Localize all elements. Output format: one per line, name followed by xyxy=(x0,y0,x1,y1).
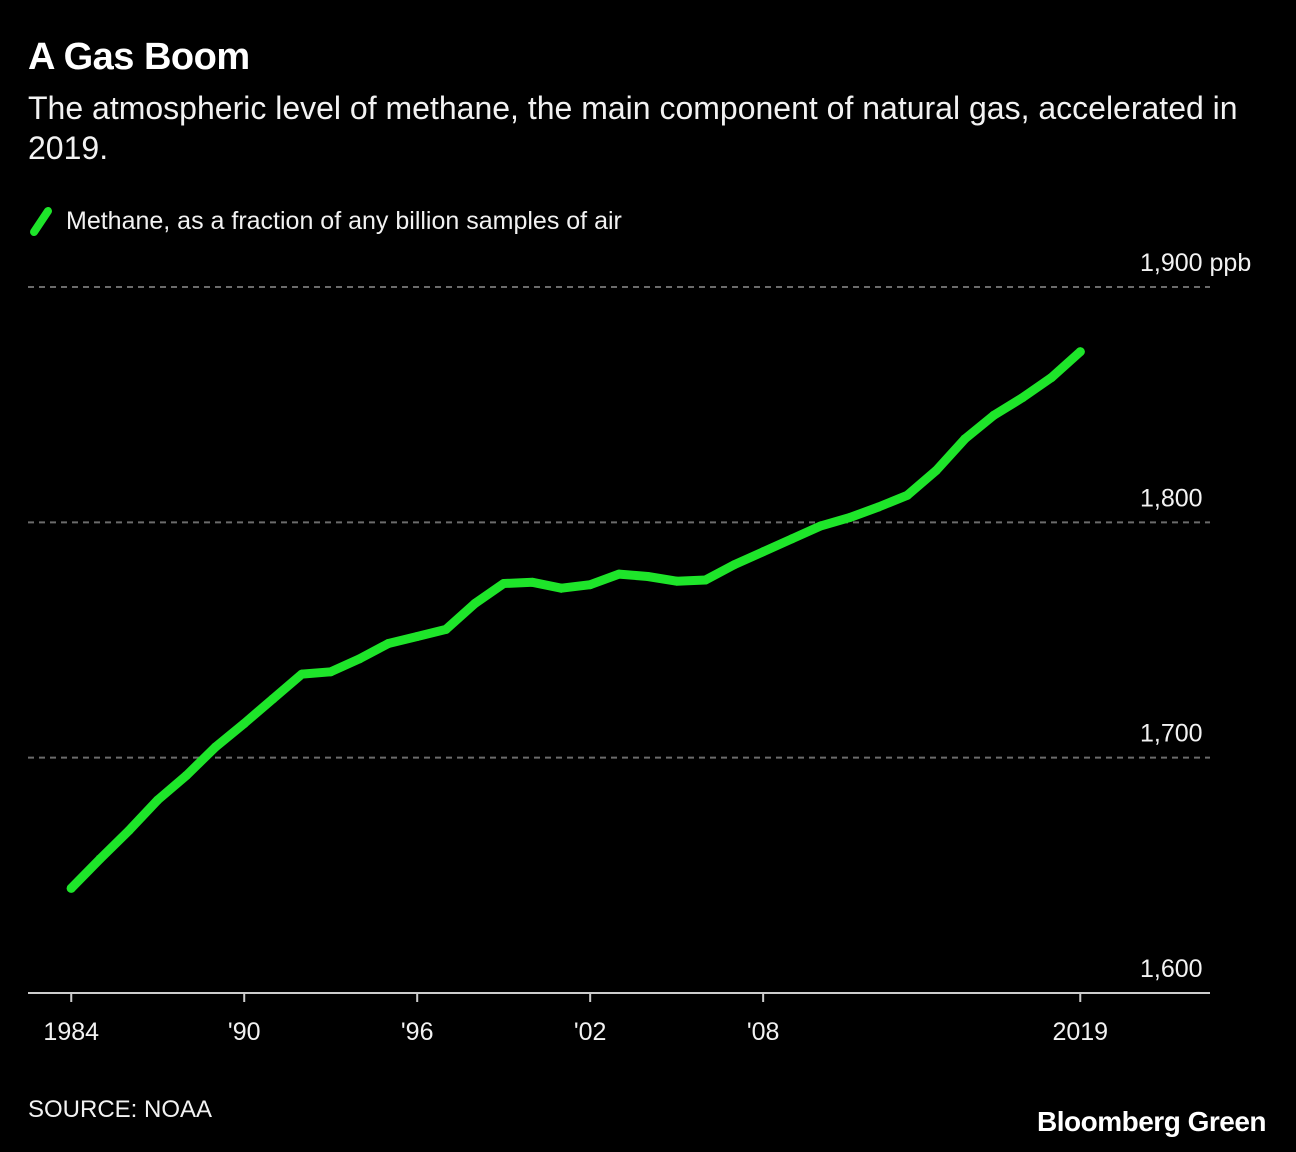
data-point xyxy=(960,434,970,444)
x-tick-label: 1984 xyxy=(43,1018,99,1046)
data-point xyxy=(556,583,566,593)
data-point xyxy=(1018,393,1028,403)
x-tick-label: 2019 xyxy=(1052,1018,1108,1046)
data-point xyxy=(585,580,595,590)
data-point xyxy=(787,534,797,544)
y-tick-label: 1,600 xyxy=(1140,955,1203,983)
brand-logo: Bloomberg Green xyxy=(1037,1106,1266,1137)
data-point xyxy=(326,667,336,677)
x-tick-label: '96 xyxy=(401,1018,434,1046)
data-point xyxy=(845,513,855,523)
data-point xyxy=(66,883,76,893)
data-point xyxy=(499,579,509,589)
x-axis-labels: 1984 '90 '96 '02 '08 2019 xyxy=(43,1018,1108,1046)
data-point xyxy=(816,521,826,531)
gridlines xyxy=(28,286,1210,759)
chart-title: A Gas Boom xyxy=(28,36,250,78)
y-tick-label: 1,900 ppb xyxy=(1140,249,1251,277)
legend-swatch-icon xyxy=(30,207,52,236)
data-point xyxy=(931,466,941,476)
data-point xyxy=(700,575,710,585)
data-point xyxy=(95,854,105,864)
data-point xyxy=(124,826,134,836)
x-tick-label: '02 xyxy=(574,1018,607,1046)
data-point xyxy=(470,599,480,609)
x-tick-label: '08 xyxy=(747,1018,780,1046)
chart-subtitle: The atmospheric level of methane, the ma… xyxy=(28,90,1238,166)
data-point xyxy=(441,624,451,634)
y-tick-label: 1,800 xyxy=(1140,484,1203,512)
data-point xyxy=(153,795,163,805)
data-point xyxy=(1046,373,1056,383)
data-point xyxy=(643,571,653,581)
data-point xyxy=(210,742,220,752)
data-point xyxy=(1075,347,1085,357)
legend-label: Methane, as a fraction of any billion sa… xyxy=(66,206,622,235)
data-point xyxy=(672,576,682,586)
series-line-methane xyxy=(66,347,1085,893)
source-note: SOURCE: NOAA xyxy=(28,1096,213,1123)
data-point xyxy=(902,490,912,500)
data-point xyxy=(989,410,999,420)
data-point xyxy=(729,560,739,570)
data-point xyxy=(412,631,422,641)
data-point xyxy=(355,654,365,664)
data-point xyxy=(239,719,249,729)
data-point xyxy=(182,770,192,780)
series xyxy=(66,347,1085,893)
legend: Methane, as a fraction of any billion sa… xyxy=(28,204,622,238)
data-point xyxy=(297,669,307,679)
y-tick-label: 1,700 xyxy=(1140,720,1203,748)
data-point xyxy=(873,502,883,512)
data-point xyxy=(268,694,278,704)
x-tick-label: '90 xyxy=(228,1018,261,1046)
y-axis-labels: 1,600 1,700 1,800 1,900 ppb xyxy=(1140,249,1251,983)
data-point xyxy=(614,569,624,579)
data-point xyxy=(383,639,393,649)
x-axis xyxy=(28,992,1210,1002)
data-point xyxy=(758,547,768,557)
data-point xyxy=(528,577,538,587)
